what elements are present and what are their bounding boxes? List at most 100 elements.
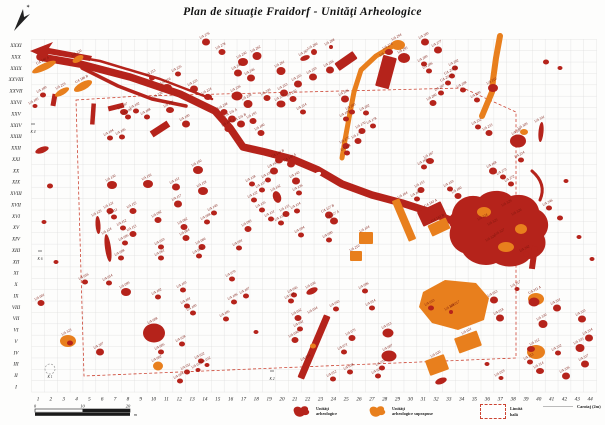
unit-label: UA 187 xyxy=(117,102,129,111)
scale-unit: m xyxy=(134,412,137,417)
feature-ua017 xyxy=(419,280,489,330)
unit-blob xyxy=(202,38,210,46)
unit-blob xyxy=(343,116,349,122)
marker-label: K 6 xyxy=(36,257,42,261)
unit-blob xyxy=(259,207,265,213)
col-label: 24 xyxy=(331,396,337,403)
unit-label: UA 038 xyxy=(343,362,355,371)
unit-label: UA 196 xyxy=(121,107,133,116)
unit-blob xyxy=(426,158,434,164)
col-label: 9 xyxy=(139,397,142,403)
row-label: XXXI xyxy=(9,43,22,49)
unit-blob xyxy=(229,276,235,282)
unit-blob xyxy=(417,201,447,227)
unit-blob xyxy=(445,80,451,86)
unit-blob xyxy=(238,58,248,66)
unit-blob xyxy=(326,237,332,243)
unit-label: UA 299 xyxy=(470,90,482,99)
feature-arc xyxy=(530,169,544,202)
unit-blob xyxy=(484,362,490,366)
unit-blob xyxy=(291,292,297,298)
band-spur xyxy=(90,103,96,125)
unit-blob xyxy=(326,66,334,74)
unit-blob xyxy=(341,349,347,355)
unit-blob xyxy=(578,315,586,323)
unit-label: UA 312 xyxy=(529,338,541,347)
marker-outline xyxy=(44,363,56,375)
feature-central-mass xyxy=(448,190,549,267)
unit-blob xyxy=(172,183,180,191)
legend-label: Caroiaj (2m) xyxy=(577,404,601,409)
unit-blob xyxy=(379,365,385,371)
col-label: 7 xyxy=(114,397,117,403)
unit-blob xyxy=(280,89,288,97)
legend-label: Unităţi arheologice xyxy=(316,405,337,416)
unit-label: UA 137 xyxy=(255,180,267,189)
col-label: 32 xyxy=(433,397,439,403)
unit-label: UA 090 xyxy=(322,230,334,239)
row-label: IX xyxy=(13,293,20,299)
unit-label: UA 032 xyxy=(200,356,212,365)
row-label: XV xyxy=(12,225,20,231)
unit-label: UA 219 xyxy=(55,82,67,91)
unit-blob xyxy=(73,80,93,92)
unit-label: UA 259 xyxy=(306,66,318,75)
unit-blob xyxy=(162,84,172,92)
unit-blob xyxy=(438,90,444,96)
unit-label: UA 019 xyxy=(494,369,506,378)
col-label: 6 xyxy=(101,397,104,403)
unit-label: UA 220 xyxy=(71,49,83,58)
unit-label: UA 335 xyxy=(573,337,585,346)
unit-blob xyxy=(589,257,595,261)
unit-blob xyxy=(575,344,585,352)
unit-blob xyxy=(268,216,274,222)
unit-label: UA 033 xyxy=(191,361,203,370)
unit-blob xyxy=(263,95,271,101)
unit-blob xyxy=(67,340,73,346)
col-label: 18 xyxy=(254,397,260,403)
unit-label: UA 330 xyxy=(536,313,548,322)
col-label: 28 xyxy=(382,397,388,403)
unit-blob xyxy=(454,193,462,199)
band-spur xyxy=(149,120,171,138)
legend-label: Unităţi arheologice suprapuse xyxy=(392,405,433,416)
unit-blob xyxy=(179,341,185,347)
unit-blob xyxy=(392,198,416,242)
unit-label: UA 041 xyxy=(293,319,305,328)
unit-blob xyxy=(298,232,304,238)
unit-blob xyxy=(289,96,297,102)
row-label: XVI xyxy=(11,214,20,220)
unit-blob xyxy=(527,359,533,365)
unit-label: UA 186 B xyxy=(74,74,89,85)
unit-blob xyxy=(143,180,153,188)
unit-label: UA 232 xyxy=(471,117,483,126)
unit-blob xyxy=(294,80,302,88)
row-label: XI xyxy=(13,271,19,277)
unit-label: UA 213 xyxy=(145,68,157,77)
unit-label: UA 193 xyxy=(246,111,258,120)
unit-label: UA 297 xyxy=(511,127,523,136)
unit-blob xyxy=(382,328,394,338)
unit-blob xyxy=(231,299,237,305)
unit-label: UA 093 xyxy=(241,219,253,228)
col-label: 27 xyxy=(369,397,375,403)
unit-label: UA 172 xyxy=(339,136,351,145)
unit-label: UA 249 xyxy=(260,88,272,97)
col-label: 21 xyxy=(292,397,298,403)
unit-blob xyxy=(329,45,333,49)
unit-blob xyxy=(180,224,188,230)
unit-blob xyxy=(125,114,131,120)
unit-label: UA 004 xyxy=(173,371,185,380)
marker-label: K 4 xyxy=(29,130,35,134)
unit-blob xyxy=(518,157,524,163)
unit-label: UA 278 xyxy=(215,42,227,51)
unit-blob xyxy=(153,361,163,371)
col-label: 3 xyxy=(62,397,65,403)
row-label: IV xyxy=(13,350,20,356)
unit-blob xyxy=(427,217,451,237)
legend-item-unitati-arheologice-suprapuse: Unităţi arheologice suprapuse xyxy=(368,404,433,418)
unit-blob xyxy=(354,138,362,144)
unit-label: UA 240 xyxy=(236,51,248,60)
unit-blob xyxy=(310,343,316,349)
north-arrow-star: ✶ xyxy=(26,4,30,10)
